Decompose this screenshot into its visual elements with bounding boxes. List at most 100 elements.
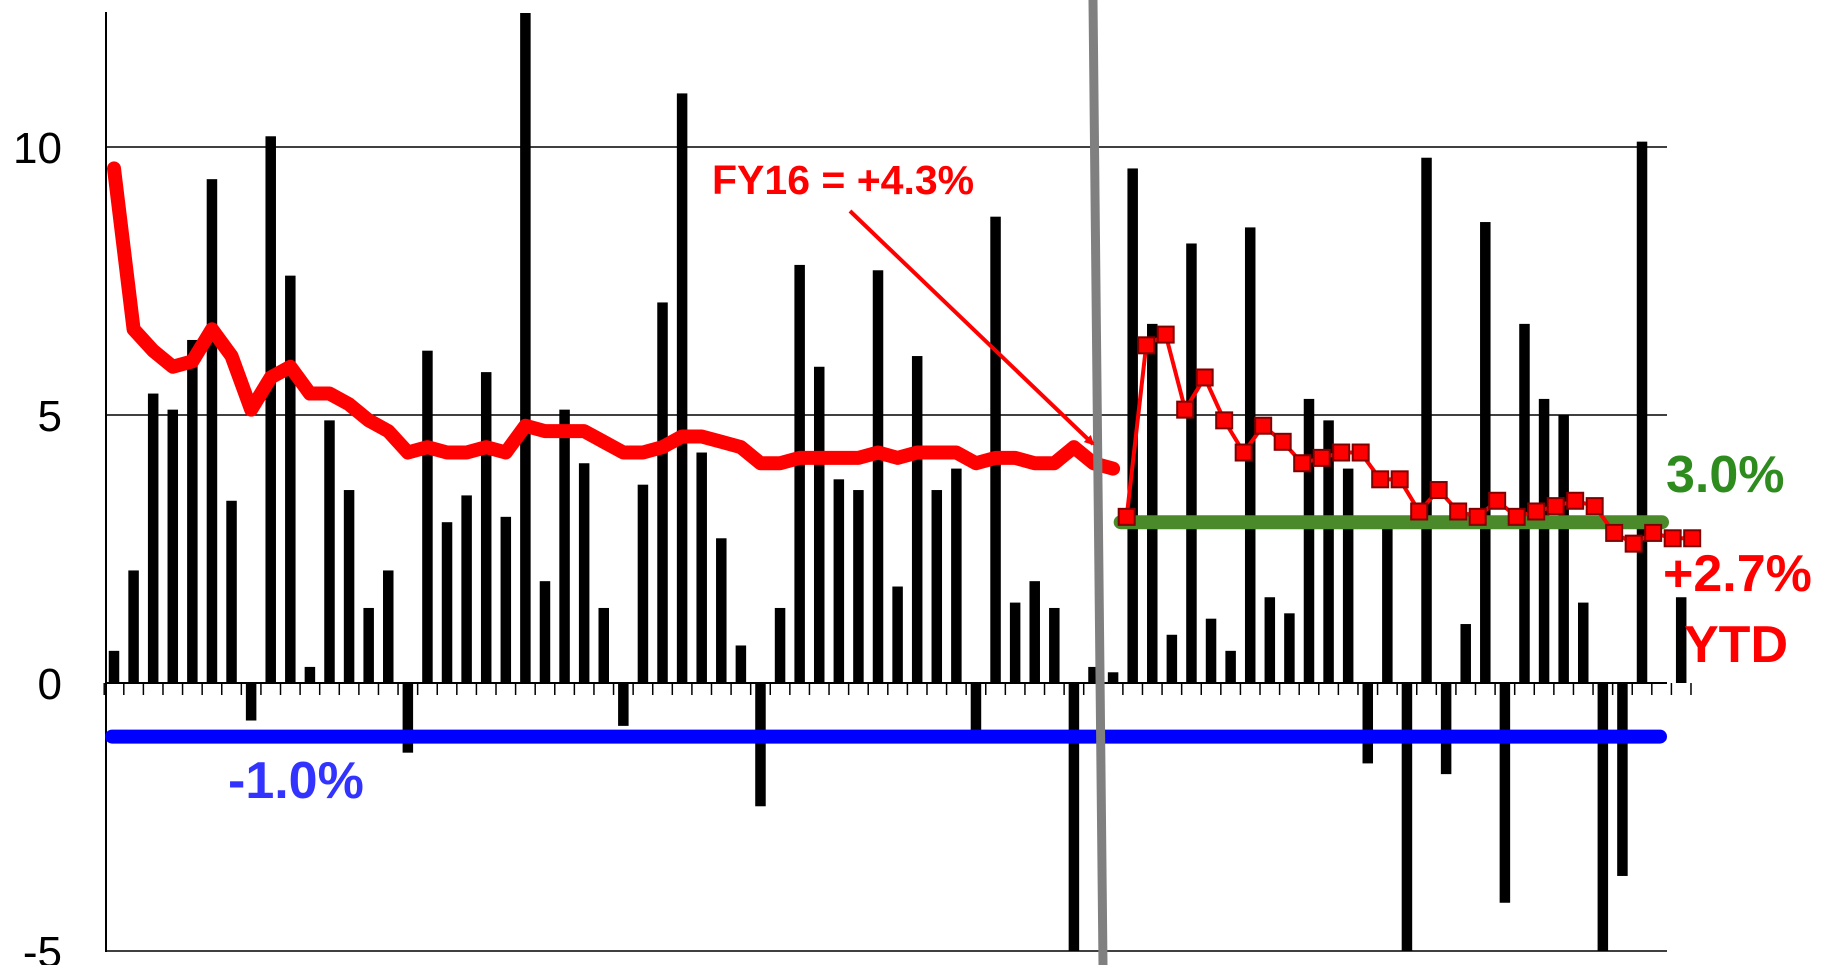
bar <box>1049 607 1060 683</box>
data-point <box>1468 507 1487 526</box>
bar <box>872 270 884 683</box>
bar <box>735 645 747 683</box>
data-point <box>1644 523 1663 542</box>
bar <box>1107 672 1119 683</box>
bar <box>167 409 179 683</box>
bar <box>911 356 923 683</box>
bar <box>970 683 982 732</box>
bar <box>833 479 845 683</box>
bar <box>1029 581 1040 683</box>
bar <box>1323 420 1334 683</box>
bar <box>1303 398 1315 683</box>
data-point <box>1234 443 1253 462</box>
bar <box>931 490 943 683</box>
bar <box>206 179 218 683</box>
bar <box>480 372 492 683</box>
cumulative-lines <box>107 161 1702 553</box>
bar <box>226 500 237 683</box>
y-tick-label: -5 <box>23 928 62 965</box>
floor-annotation: -1.0% <box>228 752 364 810</box>
bar <box>696 452 707 683</box>
bar <box>245 683 257 721</box>
annotations: FY16 = +4.3% 3.0% -1.0% +2.7% YTD <box>228 157 1812 810</box>
bar <box>1342 468 1354 683</box>
y-tick-label: 5 <box>38 392 62 441</box>
bars <box>108 13 1687 951</box>
bar <box>1362 683 1374 764</box>
data-point <box>1371 470 1390 489</box>
data-point <box>1176 400 1195 419</box>
bar <box>990 216 1001 683</box>
data-point <box>1527 502 1546 521</box>
bar <box>1382 516 1393 683</box>
bar <box>539 581 551 683</box>
bar <box>1480 222 1491 684</box>
bar <box>187 339 198 683</box>
data-point <box>1566 491 1585 510</box>
ytd-value-annotation: +2.7% <box>1663 545 1812 603</box>
reference-lines <box>105 515 1669 744</box>
bar <box>1499 683 1511 903</box>
bar <box>422 350 433 683</box>
data-point <box>1507 507 1526 526</box>
data-point <box>1254 416 1273 435</box>
data-point <box>1293 454 1312 473</box>
bar <box>657 302 668 683</box>
axes <box>103 12 1692 952</box>
data-point <box>1488 491 1507 510</box>
bar <box>1088 666 1099 683</box>
data-point <box>1390 470 1409 489</box>
data-point <box>1605 523 1624 542</box>
bar <box>402 683 414 753</box>
data-point <box>1663 529 1682 548</box>
bar <box>1597 683 1609 951</box>
data-point <box>1410 502 1429 521</box>
ytd-label-annotation: YTD <box>1684 616 1788 674</box>
data-point <box>1195 368 1214 387</box>
fiscal-year-divider <box>1088 0 1108 965</box>
bar <box>1147 323 1158 683</box>
bar <box>755 683 766 807</box>
bar <box>676 93 688 683</box>
bar <box>1578 602 1589 683</box>
bar <box>1205 618 1217 683</box>
bar <box>1617 683 1628 876</box>
bar <box>285 275 296 683</box>
fy16-annotation: FY16 = +4.3% <box>712 157 974 203</box>
bar <box>853 490 864 683</box>
bar <box>598 607 609 683</box>
bar <box>716 538 727 683</box>
bar <box>520 13 531 683</box>
data-point <box>1332 443 1351 462</box>
bar <box>1127 168 1138 683</box>
data-point <box>1156 325 1175 344</box>
bar <box>1421 157 1432 684</box>
bar <box>951 468 962 683</box>
bar <box>1675 597 1687 683</box>
data-point <box>1683 529 1702 548</box>
bar <box>500 516 512 683</box>
bar <box>441 522 453 683</box>
bar <box>383 570 394 683</box>
y-tick-label: 0 <box>38 660 62 709</box>
bar <box>1284 613 1295 683</box>
bar <box>892 586 903 683</box>
bar <box>774 607 786 683</box>
cumulative-line-fy17 <box>1124 332 1693 546</box>
bar <box>1166 634 1178 683</box>
bar <box>1636 141 1648 683</box>
target-annotation: 3.0% <box>1666 446 1785 504</box>
bar <box>1538 398 1550 683</box>
data-point <box>1585 497 1604 516</box>
bar <box>559 409 570 683</box>
data-point <box>1449 502 1468 521</box>
bar <box>1186 243 1197 684</box>
data-point <box>1429 481 1448 500</box>
bar <box>108 650 120 683</box>
bar <box>147 393 159 683</box>
y-tick-label: 10 <box>13 124 62 173</box>
bar <box>1440 683 1452 775</box>
divider-line <box>1088 0 1108 965</box>
data-point <box>1351 443 1370 462</box>
